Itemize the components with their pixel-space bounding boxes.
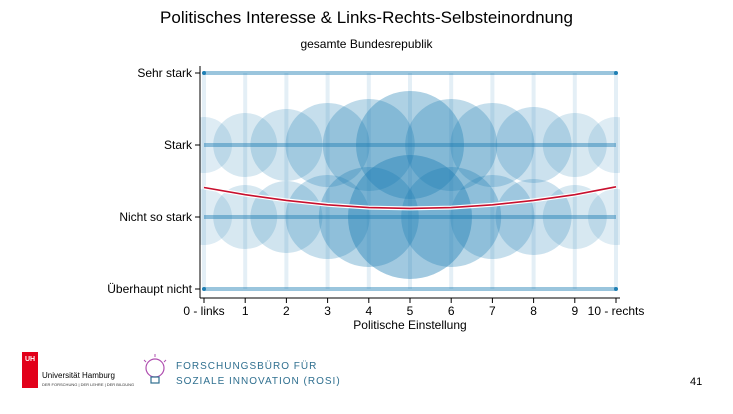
response-band: [204, 143, 616, 147]
x-axis-label: Politische Einstellung: [353, 318, 466, 332]
category-column: [325, 73, 330, 289]
jitter-cloud: [285, 175, 370, 259]
fit-line: [203, 186, 617, 210]
jitter-cloud: [588, 189, 620, 245]
jitter-cloud: [213, 185, 278, 249]
uhh-logo: UH Universität Hamburg DER FORSCHUNG | D…: [22, 352, 135, 392]
jitter-cloud: [322, 99, 415, 191]
category-column: [202, 73, 206, 289]
x-tick-label: 7: [489, 304, 496, 318]
category-column: [366, 73, 371, 289]
rosi-logo: FORSCHUNGSBÜRO FÜR SOZIALE INNOVATION (R…: [140, 352, 340, 392]
band-lines: [202, 71, 618, 291]
x-tick-label: 8: [530, 304, 537, 318]
x-tick-label: 2: [283, 304, 290, 318]
jitter-cloud: [356, 91, 464, 199]
category-column: [408, 73, 412, 289]
page-number: 41: [690, 376, 703, 388]
y-tick-label: Überhaupt nicht: [107, 282, 192, 296]
uhh-mark: UH: [22, 352, 38, 368]
category-column: [243, 73, 248, 289]
category-column: [490, 73, 495, 289]
y-tick-label: Sehr stark: [137, 66, 193, 80]
jitter-cloud: [213, 113, 278, 177]
x-tick-label: 9: [571, 304, 578, 318]
x-tick-label: 3: [324, 304, 331, 318]
jitter-cloud: [285, 103, 370, 187]
response-band: [204, 71, 616, 75]
jitter-cloud: [200, 189, 232, 245]
corner-point: [614, 287, 618, 291]
chart-title: Politisches Interesse & Links-Rechts-Sel…: [160, 8, 573, 27]
category-column: [614, 73, 618, 289]
x-tick-label: 1: [242, 304, 249, 318]
jitter-cloud: [405, 99, 498, 191]
category-column: [449, 73, 454, 289]
x-tick-label: 5: [407, 304, 414, 318]
x-tick-label: 0 - links: [183, 304, 224, 318]
jitter-cloud: [450, 103, 535, 187]
jitter-cloud: [200, 117, 232, 173]
rosi-line1: FORSCHUNGSBÜRO FÜR: [176, 361, 318, 372]
response-band: [204, 215, 616, 219]
rosi-line2: SOZIALE INNOVATION (ROSI): [176, 376, 341, 387]
jitter-cloud: [542, 113, 607, 177]
lightbulb-icon: [143, 354, 167, 384]
fit-line-group: [203, 184, 617, 211]
x-tick-label: 10 - rechts: [588, 304, 645, 318]
uhh-tagline: DER FORSCHUNG | DER LEHRE | DER BILDUNG: [42, 382, 135, 387]
category-column: [284, 73, 289, 289]
axes: Überhaupt nicht Nicht so stark Stark Sehr s…: [107, 66, 644, 332]
x-tick-label: 6: [448, 304, 455, 318]
jitter-cloud: [495, 107, 572, 183]
jitter-cloud: [588, 117, 620, 173]
jitter-cloud: [348, 155, 472, 279]
corner-point: [202, 71, 206, 75]
corner-point: [202, 287, 206, 291]
response-band: [204, 287, 616, 291]
jitter-clouds: [200, 91, 620, 279]
category-column: [531, 73, 536, 289]
uhh-bar: [22, 368, 38, 388]
jitter-cloud: [250, 109, 323, 181]
corner-point: [614, 71, 618, 75]
jitter-cloud: [318, 167, 419, 267]
y-tick-label: Nicht so stark: [119, 210, 193, 224]
uhh-name: Universität Hamburg: [42, 371, 115, 380]
jitter-cloud: [401, 167, 502, 267]
category-column: [572, 73, 577, 289]
y-tick-label: Stark: [164, 138, 193, 152]
jitter-cloud: [450, 175, 535, 259]
jitter-cloud: [542, 185, 607, 249]
x-tick-label: 4: [365, 304, 372, 318]
chart-subtitle: gesamte Bundesrepublik: [300, 37, 433, 51]
